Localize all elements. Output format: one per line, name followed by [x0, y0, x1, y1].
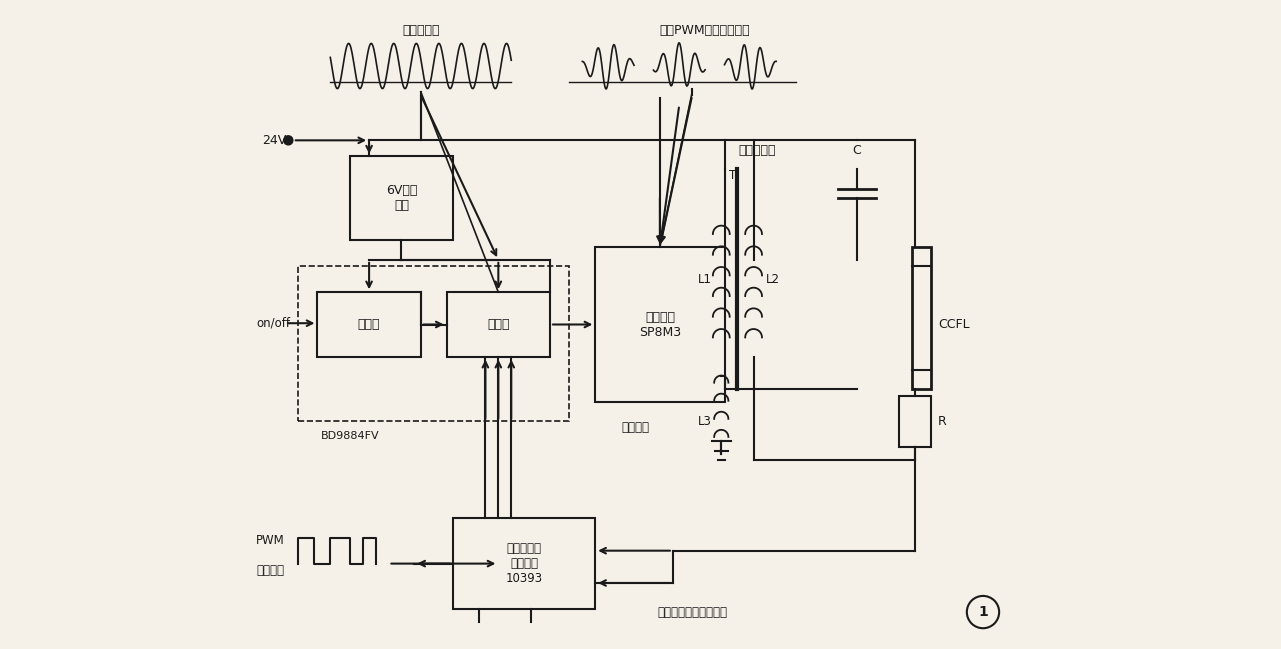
Text: L2: L2	[766, 273, 780, 286]
Text: 功率输出
SP8M3: 功率输出 SP8M3	[639, 310, 681, 339]
Text: PWM: PWM	[256, 535, 284, 548]
Text: R: R	[938, 415, 947, 428]
Text: 调制器: 调制器	[487, 318, 510, 331]
Bar	[447, 292, 550, 357]
Text: 亮度控制: 亮度控制	[256, 563, 284, 576]
Bar	[453, 519, 596, 609]
Text: 经过PWM调制后的波形: 经过PWM调制后的波形	[660, 24, 751, 37]
Text: 过压、过流
保护检测
10393: 过压、过流 保护检测 10393	[506, 542, 543, 585]
Text: 灯管工作电流取样反馈: 灯管工作电流取样反馈	[657, 606, 728, 618]
Bar	[912, 247, 931, 389]
Text: 24V: 24V	[263, 134, 287, 147]
Bar	[318, 292, 420, 357]
Bar	[298, 266, 570, 421]
Bar	[899, 396, 931, 447]
Text: L3: L3	[698, 415, 712, 428]
Text: C: C	[853, 143, 861, 156]
Text: T: T	[729, 169, 735, 182]
Text: CCFL: CCFL	[938, 318, 970, 331]
Text: 电压取样: 电压取样	[621, 421, 649, 434]
Circle shape	[284, 136, 293, 145]
Text: 连续振荡波: 连续振荡波	[402, 24, 439, 37]
Text: 高压变压器: 高压变压器	[738, 143, 775, 156]
Text: 1: 1	[979, 605, 988, 619]
Bar	[596, 247, 725, 402]
Text: on/off: on/off	[256, 317, 290, 330]
Text: 6V稳压
电路: 6V稳压 电路	[386, 184, 418, 212]
Text: L1: L1	[698, 273, 712, 286]
Text: 振荡器: 振荡器	[357, 318, 380, 331]
Text: BD9884FV: BD9884FV	[320, 431, 379, 441]
Bar	[350, 156, 453, 241]
